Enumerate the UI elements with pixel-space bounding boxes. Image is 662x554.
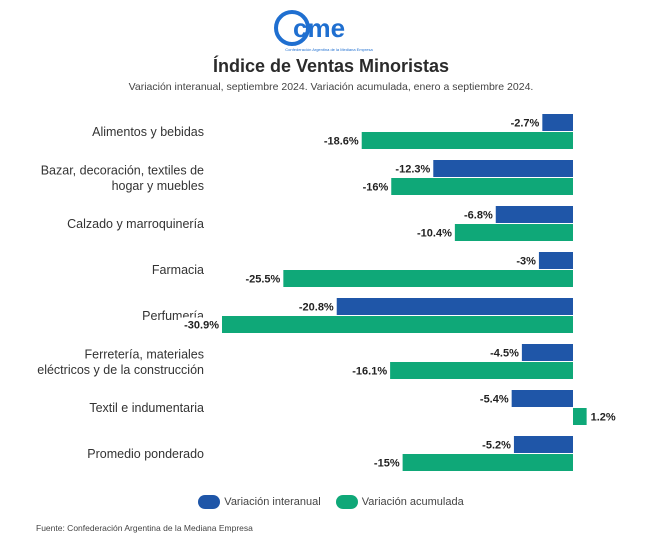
value-label-background xyxy=(360,179,391,194)
value-label-interanual: -5.4% xyxy=(480,394,509,406)
bar-acumulada xyxy=(402,454,573,471)
bar-acumulada xyxy=(283,270,573,287)
bar-acumulada xyxy=(573,408,587,425)
category-label: Textil e indumentaria xyxy=(89,401,204,415)
category-label-line: Promedio ponderado xyxy=(87,447,204,461)
category-label: Alimentos y bebidas xyxy=(92,125,204,139)
bar-interanual xyxy=(495,206,573,223)
value-label-background xyxy=(372,455,402,470)
value-label-background xyxy=(514,253,538,268)
value-label-background xyxy=(346,363,390,378)
category-label-line: Bazar, decoración, textiles de xyxy=(41,163,204,177)
value-label-interanual: -20.8% xyxy=(299,302,334,314)
bar-interanual xyxy=(538,252,573,269)
bar-interanual xyxy=(511,390,573,407)
legend-swatch-acumulada xyxy=(335,495,358,509)
value-label-acumulada: -30.9% xyxy=(184,320,219,332)
value-label-interanual: -3% xyxy=(516,256,536,268)
value-label-interanual: -4.5% xyxy=(490,348,519,360)
category-label-line: Textil e indumentaria xyxy=(89,401,204,415)
value-label-interanual: -2.7% xyxy=(511,118,540,130)
value-label-background xyxy=(505,115,542,130)
value-label-acumulada: -18.6% xyxy=(324,136,359,148)
legend: Variación interanual Variación acumulada xyxy=(0,495,662,509)
category-label-line: Calzado y marroquinería xyxy=(67,217,204,231)
value-label-acumulada: -10.4% xyxy=(417,228,452,240)
legend-label-interanual: Variación interanual xyxy=(224,495,321,508)
category-label-line: Ferretería, materiales xyxy=(85,347,204,361)
bar-interanual xyxy=(521,344,573,361)
value-label-background xyxy=(389,161,433,176)
bar-acumulada xyxy=(390,362,573,379)
value-label-background xyxy=(411,225,454,240)
value-label-background xyxy=(178,317,221,332)
legend-item-acumulada: Variación acumulada xyxy=(335,495,464,509)
logo-wordmark: cme xyxy=(293,13,345,43)
value-label-background xyxy=(476,437,513,452)
came-logo: cme Confederación Argentina de la Median… xyxy=(0,10,662,54)
bar-interanual xyxy=(336,298,573,315)
value-label-interanual: -12.3% xyxy=(395,164,430,176)
bar-acumulada xyxy=(222,316,573,333)
value-label-acumulada: -15% xyxy=(374,458,400,470)
category-label: Bazar, decoración, textiles de hogar y mu… xyxy=(41,163,204,193)
chart-title: Índice de Ventas Minoristas xyxy=(212,56,450,76)
category-label-line: eléctricos y de la construcción xyxy=(37,363,204,377)
value-label-interanual: -6.8% xyxy=(464,210,493,222)
bar-acumulada xyxy=(454,224,573,241)
value-label-acumulada: -16% xyxy=(363,182,389,194)
value-label-acumulada: 1.2% xyxy=(591,412,616,424)
value-label-background xyxy=(458,207,495,222)
bar-acumulada xyxy=(361,132,573,149)
value-label-background xyxy=(588,409,619,424)
chart-subtitle: Variación interanual, septiembre 2024. V… xyxy=(128,81,534,93)
bar-acumulada xyxy=(391,178,573,195)
value-label-background xyxy=(484,345,521,360)
value-label-background xyxy=(474,391,511,406)
category-label-line: Farmacia xyxy=(152,263,204,277)
legend-label-acumulada: Variación acumulada xyxy=(361,495,464,508)
value-label-background xyxy=(239,271,283,286)
logo-tagline: Confederación Argentina de la Mediana Em… xyxy=(285,47,373,52)
legend-item-interanual: Variación interanual xyxy=(198,495,321,509)
value-label-interanual: -5.2% xyxy=(482,440,511,452)
category-label-line: hogar y muebles xyxy=(112,179,204,193)
category-label: Calzado y marroquinería xyxy=(67,217,204,231)
category-label: Ferretería, materiales eléctricos y de la… xyxy=(37,347,204,377)
category-label: Promedio ponderado xyxy=(87,447,204,461)
category-label-line: Alimentos y bebidas xyxy=(92,125,204,139)
bar-interanual xyxy=(433,160,573,177)
value-label-background xyxy=(293,299,336,314)
value-label-acumulada: -16.1% xyxy=(352,366,387,378)
bar-interanual xyxy=(513,436,573,453)
value-label-acumulada: -25.5% xyxy=(245,274,280,286)
category-label: Farmacia xyxy=(152,263,204,277)
bar-interanual xyxy=(542,114,573,131)
value-label-background xyxy=(318,133,361,148)
source-note: Fuente: Confederación Argentina de la Me… xyxy=(36,523,253,533)
legend-swatch-interanual xyxy=(198,495,221,509)
